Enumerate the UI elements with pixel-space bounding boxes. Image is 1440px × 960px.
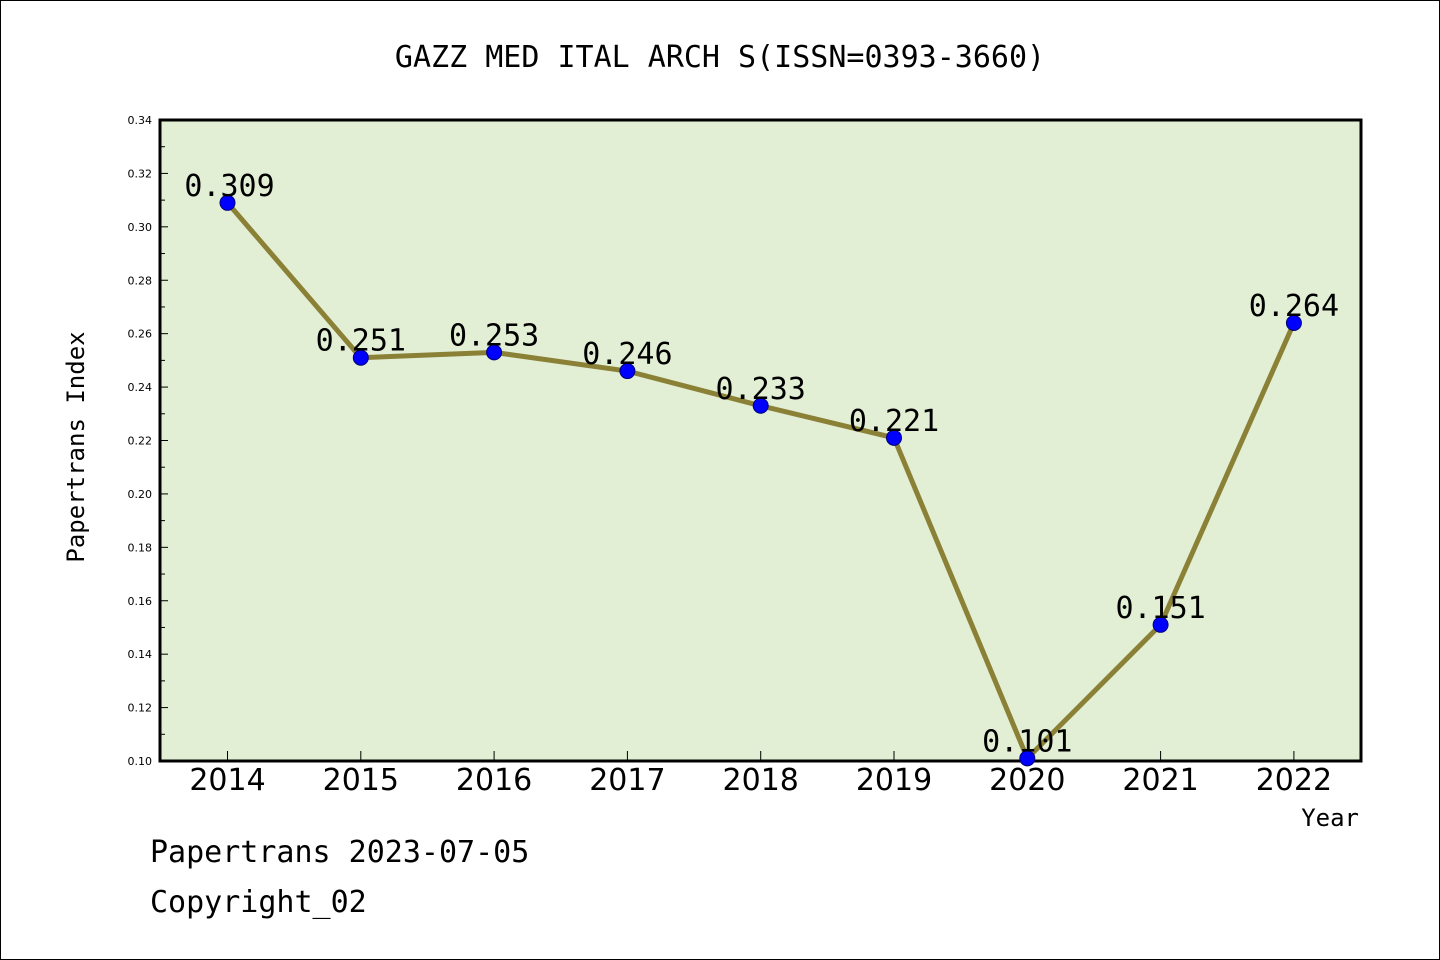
chart-title: GAZZ MED ITAL ARCH S(ISSN=0393-3660)	[395, 40, 1045, 75]
data-point	[486, 344, 503, 361]
y-tick-label: 0.12	[128, 702, 153, 715]
data-label: 0.251	[316, 324, 406, 359]
x-tick-label: 2019	[856, 763, 932, 798]
x-axis-label: Year	[1301, 804, 1359, 832]
y-tick-label: 0.34	[128, 114, 153, 127]
x-tick-label: 2021	[1122, 763, 1198, 798]
y-tick-label: 0.20	[128, 488, 153, 501]
data-point	[1152, 616, 1169, 633]
data-point	[219, 194, 236, 211]
y-tick-label: 0.24	[128, 381, 153, 394]
x-tick-label: 2018	[723, 763, 799, 798]
x-tick-label: 2016	[456, 763, 532, 798]
data-label: 0.151	[1115, 591, 1205, 626]
x-tick-label: 2014	[189, 763, 265, 798]
y-tick-label: 0.18	[128, 541, 153, 554]
data-point	[752, 397, 769, 414]
y-tick-label: 0.16	[128, 595, 153, 608]
data-label: 0.233	[716, 372, 806, 407]
data-labels: 0.309 0.251 0.253 0.246 0.233 0.221 0.101 0.151…	[184, 169, 1339, 760]
data-label: 0.309	[184, 169, 274, 204]
data-point	[619, 363, 636, 380]
y-tick-label: 0.26	[128, 328, 153, 341]
data-point	[352, 349, 369, 366]
y-tick-label: 0.32	[128, 167, 153, 180]
x-tick-label: 2015	[323, 763, 399, 798]
data-point	[1019, 750, 1036, 767]
data-label: 0.264	[1249, 289, 1339, 324]
data-point	[886, 429, 902, 446]
footer-copyright: Copyright_02	[150, 885, 367, 920]
y-axis-label: Papertrans Index	[62, 331, 90, 562]
data-point	[1285, 314, 1302, 331]
data-label: 0.221	[849, 404, 939, 439]
data-label: 0.253	[449, 318, 539, 353]
x-axis-ticks: 2014 2015 2016 2017 2018 2019 2020 2021 2022	[189, 751, 1332, 798]
data-markers	[219, 194, 1302, 767]
y-tick-label: 0.22	[128, 435, 153, 448]
x-tick-label: 2020	[989, 763, 1065, 798]
y-tick-label: 0.14	[128, 648, 153, 661]
x-tick-label: 2017	[589, 763, 665, 798]
data-label: 0.101	[982, 724, 1072, 759]
y-axis-ticks: 0.10 0.12 0.14 0.16 0.18 0.20 0.22 0.24 0.26 0.28…	[128, 114, 168, 768]
y-tick-label: 0.10	[128, 755, 153, 768]
y-tick-label: 0.30	[128, 221, 153, 234]
plot-area	[158, 118, 1363, 763]
x-tick-label: 2022	[1256, 763, 1332, 798]
data-label: 0.246	[582, 337, 672, 372]
y-tick-label: 0.28	[128, 274, 153, 287]
footer-date: Papertrans 2023-07-05	[150, 835, 530, 870]
